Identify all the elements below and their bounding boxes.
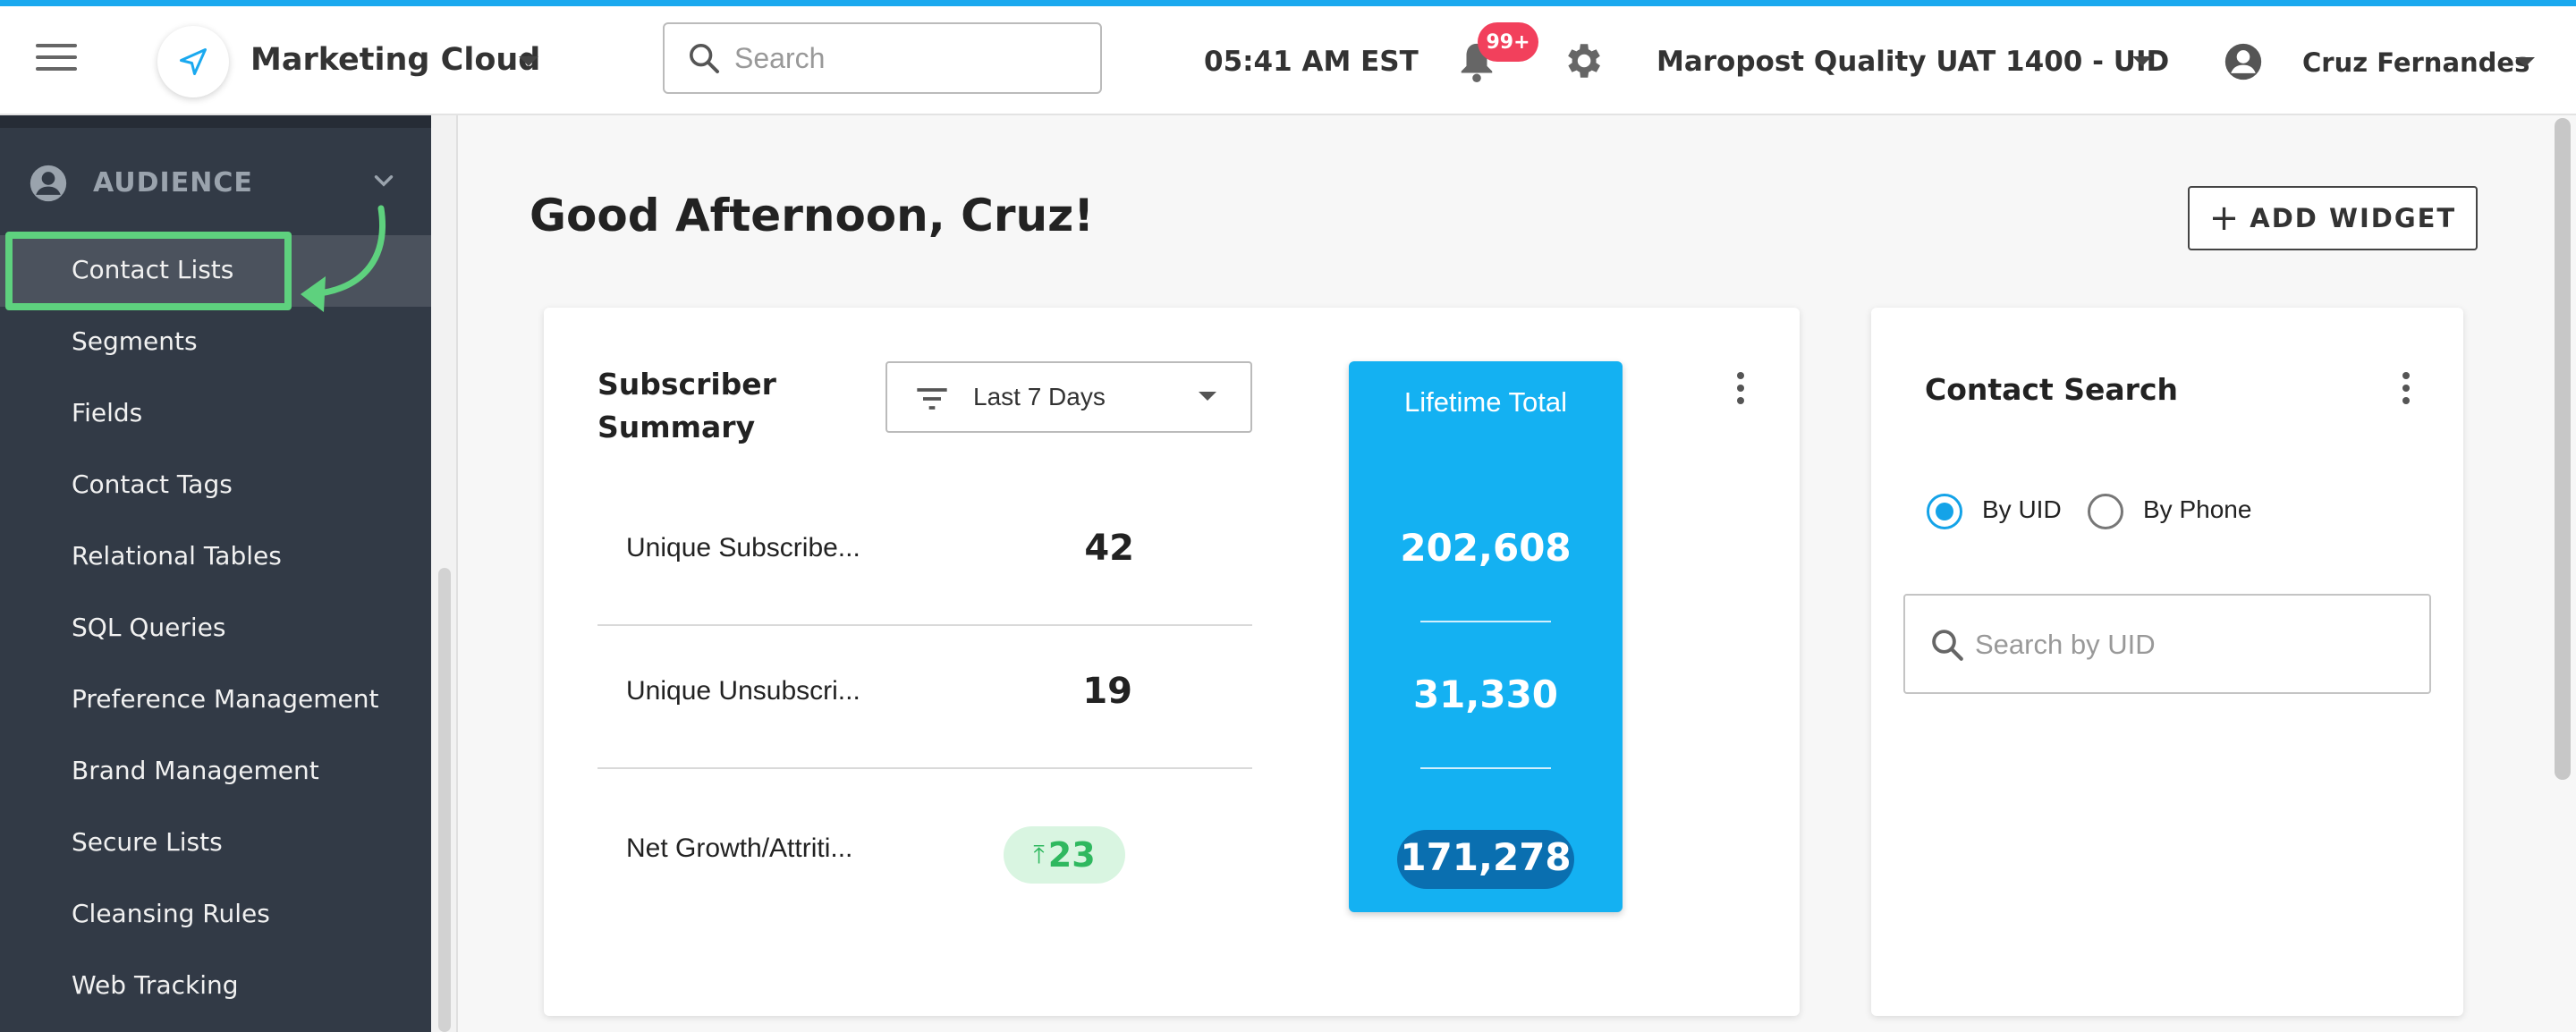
sidebar-item-relational-tables[interactable]: Relational Tables: [72, 541, 282, 571]
growth-value: 23: [1047, 835, 1096, 875]
highlight-box: [5, 232, 292, 310]
radio-by-phone[interactable]: [2088, 494, 2123, 529]
uid-search-field[interactable]: [1903, 594, 2431, 694]
audience-user-icon: [30, 165, 67, 202]
uid-search-input[interactable]: [1975, 622, 2404, 667]
add-widget-label: ADD WIDGET: [2250, 203, 2457, 233]
contact-search-title: Contact Search: [1925, 372, 2178, 407]
summary-row-label: Net Growth/Attriti...: [626, 833, 853, 863]
sidebar-active-background: [0, 235, 431, 307]
sidebar-item-cleansing-rules[interactable]: Cleansing Rules: [72, 899, 270, 928]
sidebar-section-label: AUDIENCE: [93, 167, 253, 199]
global-search[interactable]: [663, 22, 1102, 94]
lifetime-net-value: 171,278: [1400, 835, 1572, 879]
summary-row-value: 19: [1082, 671, 1132, 712]
app-name[interactable]: Marketing Cloud: [250, 42, 541, 78]
sidebar-item-secure-lists[interactable]: Secure Lists: [72, 827, 223, 857]
sidebar-scrollbar[interactable]: [438, 568, 451, 1032]
current-time: 05:41 AM EST: [1204, 46, 1419, 78]
subscriber-card-more-icon[interactable]: [1737, 372, 1746, 410]
sidebar-item-contact-tags[interactable]: Contact Tags: [72, 469, 233, 499]
sidebar-item-web-tracking[interactable]: Web Tracking: [72, 970, 239, 1000]
global-search-input[interactable]: [734, 37, 1083, 80]
sidebar: AUDIENCE Contact Lists Segments Fields C…: [0, 115, 431, 1032]
page-greeting: Good Afternoon, Cruz!: [530, 190, 1095, 241]
lifetime-divider: [1420, 767, 1551, 769]
contact-search-card: Contact Search By UID By Phone: [1871, 308, 2463, 1016]
sidebar-item-sql-queries[interactable]: SQL Queries: [72, 613, 226, 642]
radio-by-uid[interactable]: [1927, 494, 1962, 529]
account-caret-icon[interactable]: [2132, 56, 2152, 66]
summary-row: Net Growth/Attriti... ⤒ 23: [597, 783, 1252, 926]
plus-icon: +: [2208, 198, 2241, 239]
sidebar-item-preference-management[interactable]: Preference Management: [72, 684, 379, 714]
lifetime-total-panel: Lifetime Total 202,608 31,330 171,278: [1349, 361, 1623, 912]
user-avatar-icon[interactable]: [2224, 42, 2263, 86]
radio-by-phone-label[interactable]: By Phone: [2143, 495, 2252, 523]
account-switcher[interactable]: Maropost Quality UAT 1400 - UID: [1657, 46, 2170, 78]
search-icon: [686, 40, 722, 80]
chevron-down-icon[interactable]: [369, 165, 399, 196]
menu-icon[interactable]: [36, 44, 77, 76]
sidebar-item-brand-management[interactable]: Brand Management: [72, 756, 319, 785]
user-menu-caret-icon[interactable]: [2515, 57, 2535, 67]
app-logo-icon[interactable]: [157, 26, 229, 97]
growth-badge: ⤒ 23: [1004, 826, 1125, 884]
summary-row-label: Unique Unsubscri...: [626, 676, 860, 706]
radio-by-uid-label[interactable]: By UID: [1982, 495, 2062, 523]
main-scrollbar[interactable]: [2555, 118, 2571, 780]
lifetime-unsubscribed-value: 31,330: [1412, 672, 1559, 716]
arrow-up-icon: ⤒: [1033, 840, 1045, 869]
lifetime-divider: [1420, 621, 1551, 622]
add-widget-button[interactable]: + ADD WIDGET: [2188, 186, 2478, 250]
period-select-value: Last 7 Days: [973, 383, 1106, 410]
lifetime-total-title: Lifetime Total: [1403, 386, 1568, 418]
subscriber-summary-card: Subscriber Summary Last 7 Days Unique Su…: [544, 308, 1800, 1016]
summary-row-value: 42: [1084, 528, 1134, 569]
period-select[interactable]: Last 7 Days: [886, 361, 1252, 433]
sidebar-section-audience[interactable]: AUDIENCE: [29, 156, 404, 210]
settings-gear-icon[interactable]: [1560, 38, 1605, 88]
sidebar-top-band: [0, 115, 431, 128]
top-bar: Marketing Cloud 05:41 AM EST 99+ Maropos…: [0, 6, 2576, 115]
summary-row-label: Unique Subscribe...: [626, 533, 860, 563]
search-icon: [1928, 626, 1966, 668]
sidebar-item-fields[interactable]: Fields: [72, 398, 143, 427]
app-switcher-caret-icon[interactable]: [519, 56, 538, 66]
summary-row: Unique Subscribe... 42: [597, 483, 1252, 626]
lifetime-net-pill: [1397, 830, 1574, 889]
sidebar-item-segments[interactable]: Segments: [72, 326, 198, 356]
pointer-arrow-icon: [301, 205, 386, 312]
lifetime-subscribed-value: 202,608: [1400, 526, 1572, 570]
sidebar-item-contact-lists[interactable]: Contact Lists: [72, 255, 234, 284]
summary-row: Unique Unsubscri... 19: [597, 626, 1252, 769]
filter-icon: [917, 388, 947, 410]
subscriber-summary-title: Subscriber Summary: [597, 367, 776, 444]
period-caret-icon: [1199, 392, 1216, 401]
user-name[interactable]: Cruz Fernandes: [2302, 47, 2530, 78]
contact-search-more-icon[interactable]: [2402, 372, 2411, 410]
notification-count-badge[interactable]: 99+: [1478, 22, 1538, 62]
top-accent-stripe: [0, 0, 2576, 6]
